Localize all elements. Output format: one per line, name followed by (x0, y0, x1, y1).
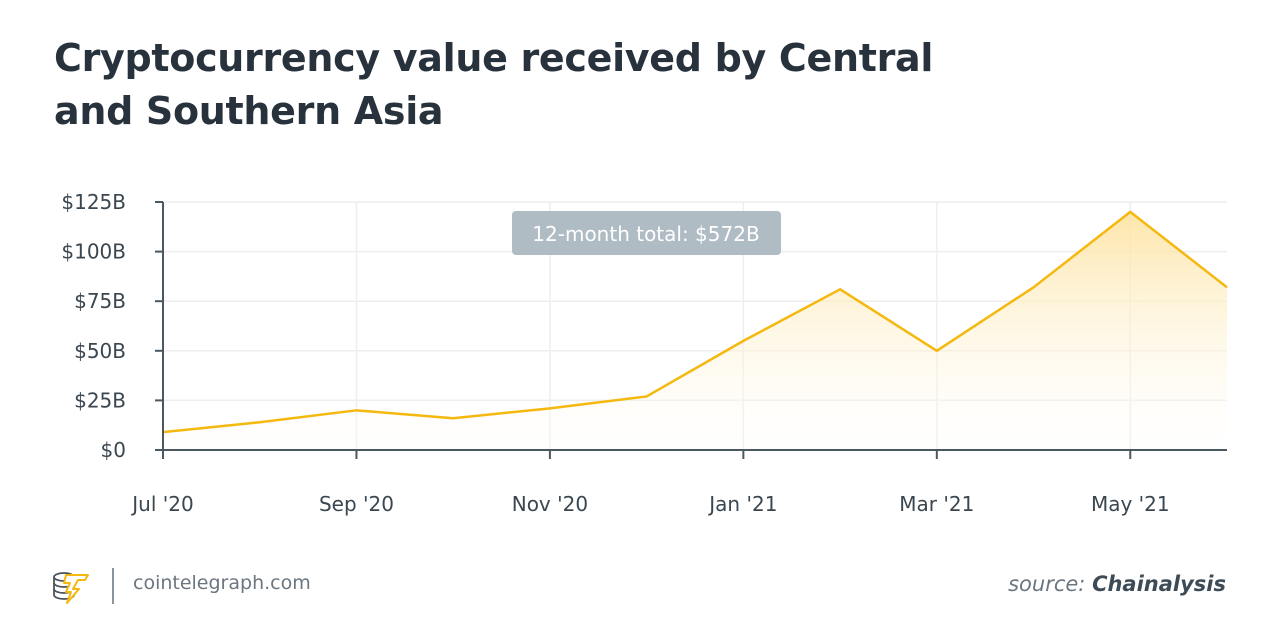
footer-divider (112, 568, 114, 604)
x-tick-label: Jan '21 (707, 492, 777, 516)
x-tick-label: Jul '20 (130, 492, 193, 516)
x-tick-label: Nov '20 (512, 492, 588, 516)
source-name: Chainalysis (1092, 572, 1226, 596)
series-line (162, 210, 1228, 434)
annotation-text: 12-month total: $572B (532, 222, 759, 246)
y-tick-label: $50B (74, 339, 126, 363)
source-prefix: source: (1008, 572, 1086, 596)
y-tick-label: $25B (74, 388, 126, 412)
x-tick-label: Sep '20 (319, 492, 394, 516)
x-tick-label: May '21 (1091, 492, 1170, 516)
y-tick-label: $0 (101, 438, 126, 462)
annotation-box: 12-month total: $572B (512, 211, 781, 255)
y-tick-label: $75B (74, 289, 126, 313)
y-tick-label: $100B (61, 240, 126, 264)
source-credit: source: Chainalysis (1008, 572, 1226, 596)
area-fill (163, 211, 1227, 450)
footer-site: cointelegraph.com (133, 572, 311, 594)
chart-title: Cryptocurrency value received by Central… (54, 36, 934, 133)
x-tick-label: Mar '21 (899, 492, 974, 516)
y-tick-label: $125B (61, 190, 126, 214)
cointelegraph-logo-icon (52, 570, 92, 608)
